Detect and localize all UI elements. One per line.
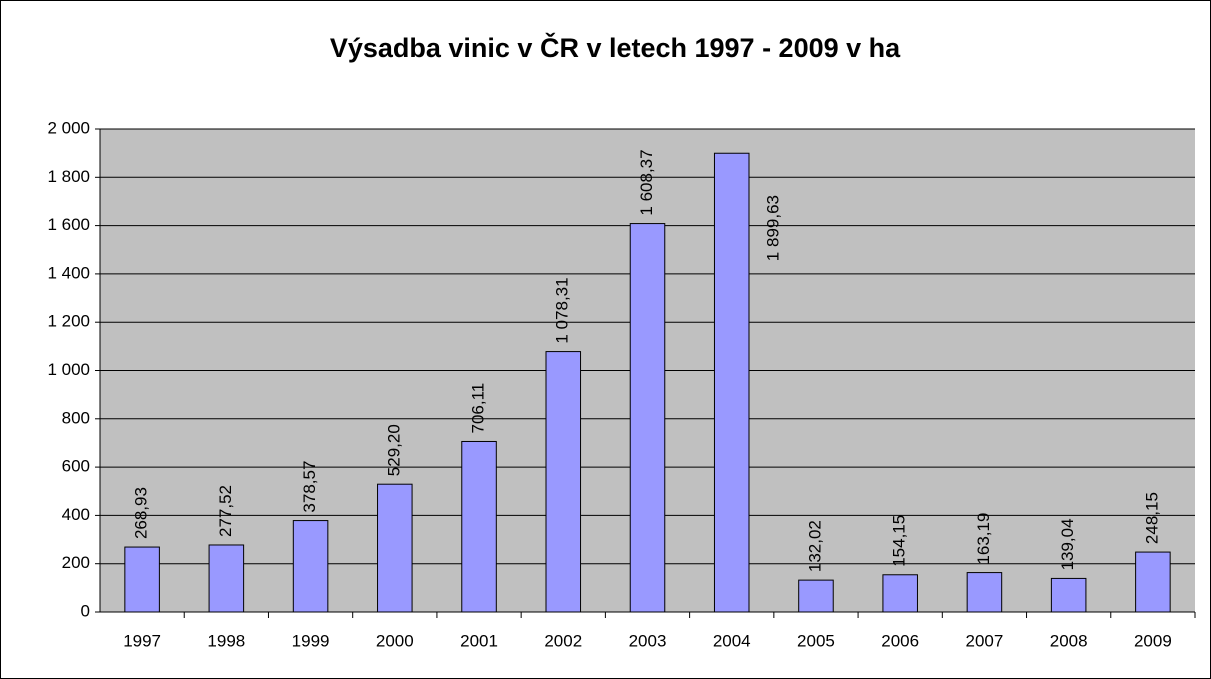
x-tick-label: 1998 xyxy=(207,631,245,650)
data-label: 706,11 xyxy=(469,383,488,434)
data-label: 1 078,31 xyxy=(553,277,572,343)
y-tick-label: 200 xyxy=(62,553,90,572)
data-label: 529,20 xyxy=(384,424,403,476)
y-tick-label: 1 600 xyxy=(47,215,90,234)
bar xyxy=(713,152,750,613)
data-label: 132,02 xyxy=(805,520,824,572)
x-tick-label: 1997 xyxy=(123,631,161,650)
y-tick-label: 1 800 xyxy=(47,167,90,186)
y-tick-label: 800 xyxy=(62,408,90,427)
chart-title: Výsadba vinic v ČR v letech 1997 - 2009 … xyxy=(330,32,901,63)
x-tick-label: 2004 xyxy=(713,631,751,650)
x-tick-label: 2008 xyxy=(1050,631,1088,650)
bar xyxy=(798,579,834,613)
y-tick-label: 1 000 xyxy=(47,360,90,379)
bar xyxy=(124,546,160,613)
data-label: 268,93 xyxy=(132,487,151,539)
x-tick-label: 2009 xyxy=(1134,631,1172,650)
x-tick-label: 2006 xyxy=(881,631,919,650)
y-tick-label: 2 000 xyxy=(47,118,90,137)
bar xyxy=(208,544,245,613)
x-tick-label: 1999 xyxy=(292,631,330,650)
bar xyxy=(1135,551,1171,613)
x-tick-label: 2000 xyxy=(376,631,414,650)
bar xyxy=(292,520,329,613)
y-tick-label: 600 xyxy=(62,457,90,476)
x-tick-label: 2005 xyxy=(797,631,835,650)
bar xyxy=(1050,577,1087,613)
y-tick-label: 400 xyxy=(62,505,90,524)
data-label: 1 899,63 xyxy=(763,195,782,261)
x-tick-label: 2003 xyxy=(629,631,667,650)
data-label: 139,04 xyxy=(1058,518,1077,570)
y-tick-label: 1 200 xyxy=(47,312,90,331)
y-tick-label: 1 400 xyxy=(47,263,90,282)
x-tick-label: 2002 xyxy=(544,631,582,650)
bar xyxy=(377,483,413,613)
bar xyxy=(966,572,1003,613)
bar xyxy=(882,574,918,613)
y-tick-label: 0 xyxy=(81,601,90,620)
bar xyxy=(461,440,497,613)
data-label: 1 608,37 xyxy=(637,149,656,215)
x-tick-label: 2001 xyxy=(460,631,498,650)
x-tick-label: 2007 xyxy=(966,631,1004,650)
data-label: 248,15 xyxy=(1142,492,1161,544)
bar xyxy=(545,351,582,613)
data-label: 154,15 xyxy=(890,515,909,567)
data-label: 378,57 xyxy=(300,461,319,513)
data-label: 163,19 xyxy=(974,513,993,565)
data-label: 277,52 xyxy=(216,485,235,537)
bar xyxy=(629,223,666,613)
